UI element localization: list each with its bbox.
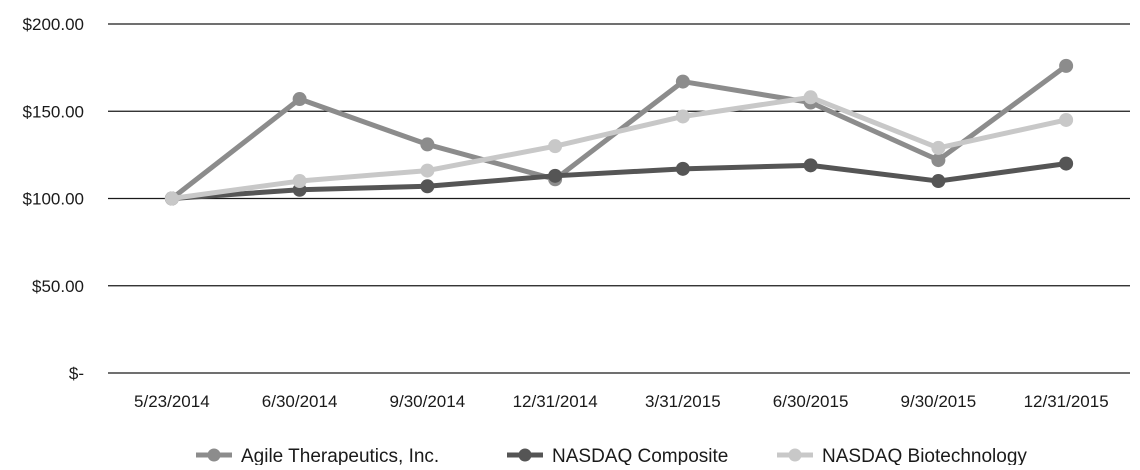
y-tick-label: $200.00 bbox=[23, 15, 84, 34]
data-point bbox=[675, 109, 690, 124]
y-tick-label: $- bbox=[69, 364, 84, 383]
data-point bbox=[1059, 112, 1074, 127]
data-point bbox=[420, 137, 435, 152]
x-tick-label: 12/31/2015 bbox=[1024, 392, 1109, 411]
series-lines bbox=[164, 58, 1074, 206]
x-tick-label: 6/30/2015 bbox=[773, 392, 849, 411]
data-point bbox=[931, 174, 946, 189]
x-tick-label: 5/23/2014 bbox=[134, 392, 210, 411]
data-point bbox=[292, 92, 307, 107]
x-tick-label: 6/30/2014 bbox=[262, 392, 338, 411]
y-tick-label: $50.00 bbox=[32, 277, 84, 296]
data-point bbox=[931, 140, 946, 155]
data-point bbox=[803, 158, 818, 173]
x-tick-label: 9/30/2015 bbox=[901, 392, 977, 411]
x-tick-label: 12/31/2014 bbox=[513, 392, 598, 411]
data-point bbox=[292, 174, 307, 189]
series-line bbox=[171, 94, 1067, 201]
data-point bbox=[548, 139, 563, 154]
series-3 bbox=[164, 90, 1074, 206]
gridlines bbox=[108, 23, 1130, 374]
legend-label: Agile Therapeutics, Inc. bbox=[241, 446, 439, 465]
y-tick-label: $100.00 bbox=[23, 190, 84, 209]
x-tick-label: 9/30/2014 bbox=[390, 392, 466, 411]
data-point bbox=[803, 90, 818, 105]
y-axis-tick-labels: $- $50.00 $100.00 $150.00 $200.00 bbox=[23, 15, 84, 383]
data-point bbox=[675, 161, 690, 176]
x-axis-tick-labels: 5/23/2014 6/30/2014 9/30/2014 12/31/2014 3/3… bbox=[134, 392, 1109, 411]
legend: Agile Therapeutics, Inc. NASDAQ Composite… bbox=[196, 446, 1027, 467]
data-point bbox=[548, 168, 563, 183]
x-tick-label: 3/31/2015 bbox=[645, 392, 721, 411]
y-tick-label: $150.00 bbox=[23, 102, 84, 121]
legend-item: NASDAQ Biotechnology bbox=[777, 446, 1027, 467]
data-point bbox=[420, 163, 435, 178]
legend-swatch-marker bbox=[788, 448, 802, 462]
data-point bbox=[1059, 58, 1074, 73]
legend-label: NASDAQ Composite bbox=[552, 446, 728, 465]
data-point bbox=[164, 191, 179, 206]
legend-item: Agile Therapeutics, Inc. bbox=[196, 446, 439, 467]
legend-swatch-marker bbox=[518, 448, 532, 462]
series-line bbox=[171, 161, 1067, 201]
legend-label: NASDAQ Biotechnology bbox=[822, 446, 1027, 465]
legend-item: NASDAQ Composite bbox=[507, 446, 728, 467]
data-point bbox=[931, 153, 946, 168]
legend-swatch-marker bbox=[207, 448, 221, 462]
data-point bbox=[675, 74, 690, 89]
data-point bbox=[1059, 156, 1074, 171]
data-point bbox=[420, 179, 435, 194]
